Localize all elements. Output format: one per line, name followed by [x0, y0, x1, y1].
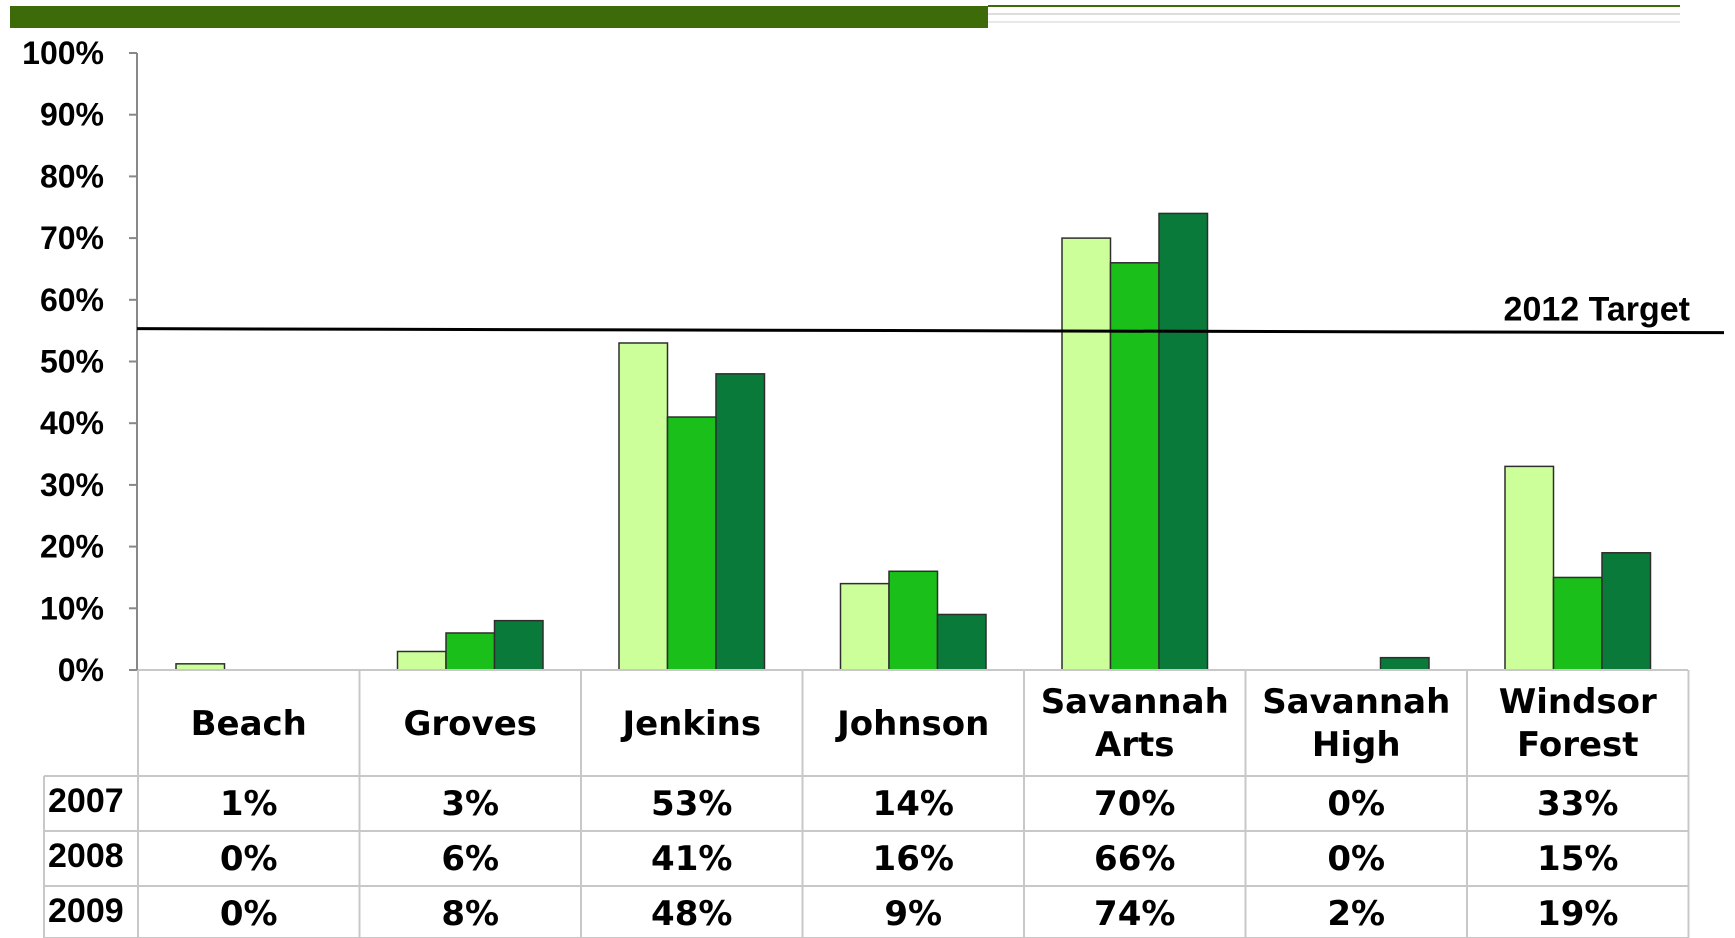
target-line — [136, 327, 1725, 335]
bars — [175, 212, 1652, 671]
bar-2008-2 — [666, 416, 717, 671]
table-cell: 2% — [1327, 894, 1385, 934]
table-cell: 0% — [220, 839, 278, 879]
table-cell: 14% — [873, 784, 954, 824]
bar-2007-2 — [618, 342, 669, 671]
y-tick-label: 50% — [40, 344, 104, 380]
bar-2007-1 — [396, 650, 447, 671]
category-label: Jenkins — [620, 704, 761, 744]
y-tick-label: 70% — [40, 220, 104, 256]
category-label: Savannah — [1041, 682, 1229, 722]
data-table: Beach Groves Jenkins JohnsonSavannahArtsSav… — [43, 669, 1690, 938]
table-cell: 15% — [1537, 839, 1618, 879]
y-tick-label: 10% — [40, 590, 104, 626]
table-cell: 8% — [441, 894, 499, 934]
category-label: Beach — [191, 704, 307, 744]
bar-2008-4 — [1109, 262, 1160, 671]
bar-2007-6 — [1504, 465, 1555, 671]
bar-2009-6 — [1601, 552, 1652, 671]
table-cell: 0% — [1327, 839, 1385, 879]
table-cell: 6% — [441, 839, 499, 879]
header-bar — [10, 6, 988, 28]
y-tick-label: 80% — [40, 158, 104, 194]
table-cell: 9% — [884, 894, 942, 934]
category-label: Forest — [1517, 725, 1639, 765]
category-label: Johnson — [835, 704, 989, 744]
bar-2009-5 — [1379, 656, 1430, 671]
bar-2009-4 — [1158, 212, 1209, 671]
table-cell: 74% — [1094, 894, 1175, 934]
table-cell: 0% — [220, 894, 278, 934]
y-tick-label: 30% — [40, 467, 104, 503]
y-tick-label: 40% — [40, 405, 104, 441]
legend-year-2007: 2007 — [48, 782, 124, 820]
y-tick-label: 100% — [22, 35, 104, 71]
bar-2009-3 — [936, 613, 987, 671]
y-tick-label: 20% — [40, 529, 104, 565]
table-cell: 48% — [651, 894, 732, 934]
legend-year-2009: 2009 — [48, 892, 124, 930]
target-label: 2012 Target — [1504, 291, 1690, 329]
bar-2009-2 — [715, 373, 766, 671]
category-label: Groves — [404, 704, 538, 744]
table-cell: 53% — [651, 784, 732, 824]
target-line-group: 2012 Target — [136, 291, 1725, 335]
table-cell: 33% — [1537, 784, 1618, 824]
table-cell: 70% — [1094, 784, 1175, 824]
category-label: Windsor — [1499, 682, 1657, 722]
y-tick-label: 0% — [58, 652, 104, 688]
table-cell: 41% — [651, 839, 732, 879]
table-cell: 0% — [1327, 784, 1385, 824]
bar-2007-4 — [1061, 237, 1112, 671]
table-cell: 66% — [1094, 839, 1175, 879]
table-cell: 1% — [220, 784, 278, 824]
category-label: Savannah — [1262, 682, 1450, 722]
y-tick-label: 90% — [40, 97, 104, 133]
category-label: Arts — [1095, 725, 1175, 765]
bar-2008-1 — [445, 632, 496, 671]
bar-2009-1 — [493, 619, 544, 671]
table-cell: 19% — [1537, 894, 1618, 934]
bar-2007-3 — [839, 582, 890, 671]
legend-year-2008: 2008 — [48, 837, 124, 875]
table-cell: 16% — [873, 839, 954, 879]
category-label: High — [1312, 725, 1401, 765]
y-tick-label: 60% — [40, 282, 104, 318]
bar-2008-3 — [888, 570, 939, 671]
bar-2008-6 — [1552, 576, 1603, 671]
y-axis: 0% 10% 20% 30% 40% 50% 60% 70% 80% 90% 100% — [22, 35, 138, 688]
table-cell: 3% — [441, 784, 499, 824]
